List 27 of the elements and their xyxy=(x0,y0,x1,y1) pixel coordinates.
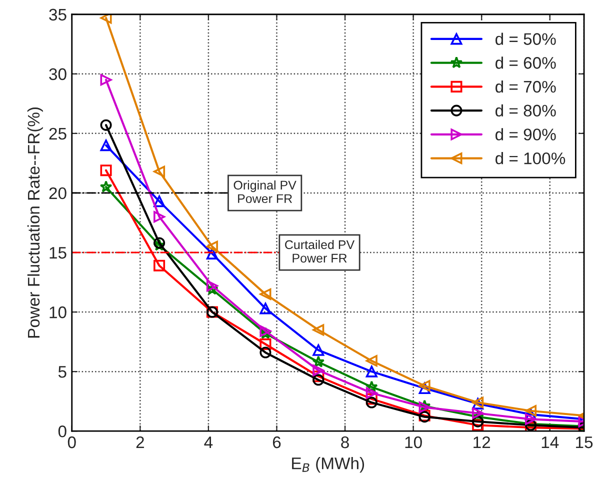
legend-label: d = 70% xyxy=(496,80,556,93)
x-tick-label: 15 xyxy=(576,436,593,448)
y-tick-label: 30 xyxy=(49,68,66,80)
x-tick-label: 0 xyxy=(68,436,76,448)
y-tick-label: 10 xyxy=(50,306,66,318)
y-tick-label: 0 xyxy=(58,426,66,438)
y-tick-label: 15 xyxy=(50,247,66,259)
y-tick-label: 35 xyxy=(49,8,66,21)
ref-line-label: Curtailed PV Power FR xyxy=(285,240,355,263)
x-tick-label: 6 xyxy=(272,436,281,448)
x-axis-title: E$_{B}$ (MWh) xyxy=(292,457,364,473)
x-tick-label: 4 xyxy=(204,436,213,448)
x-tick-label: 12 xyxy=(474,436,490,448)
legend-label: d = 100% xyxy=(496,152,566,164)
ref-line-label: Original PV Power FR xyxy=(234,180,296,204)
x-tick-label: 10 xyxy=(405,436,422,448)
y-axis-title: Power Fluctuation Rate--FR(%) xyxy=(27,108,43,338)
legend-label: d = 80% xyxy=(496,104,556,117)
x-tick-label: 14 xyxy=(542,436,559,448)
legend-label: d = 50% xyxy=(496,32,556,45)
x-tick-label: 2 xyxy=(136,436,144,448)
y-tick-label: 5 xyxy=(58,366,66,378)
y-tick-label: 20 xyxy=(49,187,66,200)
legend-label: d = 90% xyxy=(496,128,556,140)
y-tick-label: 25 xyxy=(49,128,66,140)
x-tick-label: 8 xyxy=(341,436,349,448)
legend-label: d = 60% xyxy=(496,56,556,69)
